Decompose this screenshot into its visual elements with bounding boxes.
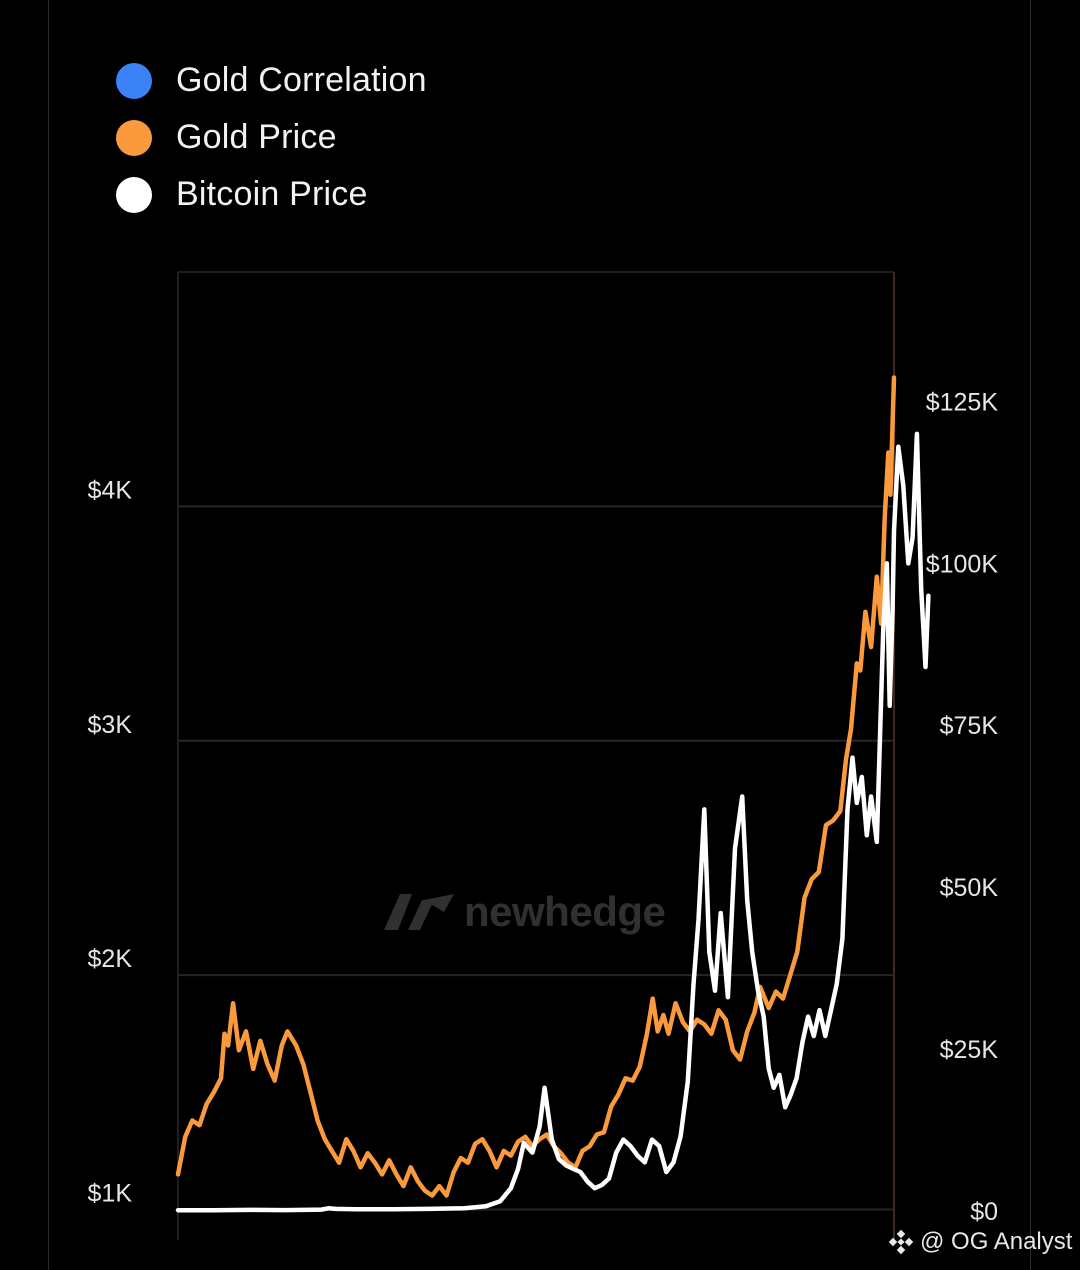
left-tick-label: $1K <box>88 1180 133 1208</box>
left-frame-line <box>48 0 49 1270</box>
legend-label-gold-correlation: Gold Correlation <box>176 61 427 99</box>
left-tick-label: $2K <box>88 945 133 973</box>
legend-marker-bitcoin-price <box>116 176 152 213</box>
watermark-text: newhedge <box>464 888 666 935</box>
series-layer <box>175 375 931 1213</box>
right-tick-label: $25K <box>940 1036 999 1064</box>
right-tick-label: $50K <box>940 874 999 902</box>
left-tick-label: $3K <box>88 711 133 739</box>
series-line-bitcoin-price <box>175 431 931 1213</box>
right-tick-label: $125K <box>926 388 999 416</box>
chart-legend: Gold Correlation Gold Price Bitcoin Pric… <box>116 52 427 223</box>
legend-item-bitcoin-price[interactable]: Bitcoin Price <box>116 166 427 223</box>
series-line-gold-price <box>175 375 897 1198</box>
legend-marker-gold-price <box>116 119 152 156</box>
axis-layer: $1K $2K $3K $4K $0 $25K $50K $75K $100K $125K <box>88 388 999 1225</box>
right-frame-line <box>1030 0 1031 1270</box>
right-tick-label: $75K <box>940 712 999 740</box>
credit-text: @ OG Analyst <box>920 1228 1073 1255</box>
legend-item-gold-correlation[interactable]: Gold Correlation <box>116 52 427 109</box>
right-tick-label: $100K <box>926 550 999 578</box>
legend-label-gold-price: Gold Price <box>176 118 337 156</box>
legend-label-bitcoin-price: Bitcoin Price <box>176 175 368 213</box>
legend-marker-gold-correlation <box>116 62 152 99</box>
grid-layer <box>177 271 895 1240</box>
author-credit: @ OG Analyst <box>888 1228 1076 1256</box>
newhedge-watermark: newhedge <box>384 888 666 936</box>
binance-diamond-icon <box>888 1229 914 1255</box>
right-tick-label: $0 <box>970 1198 998 1226</box>
newhedge-logo-icon <box>384 894 454 930</box>
left-tick-label: $4K <box>88 476 133 504</box>
legend-item-gold-price[interactable]: Gold Price <box>116 109 427 166</box>
